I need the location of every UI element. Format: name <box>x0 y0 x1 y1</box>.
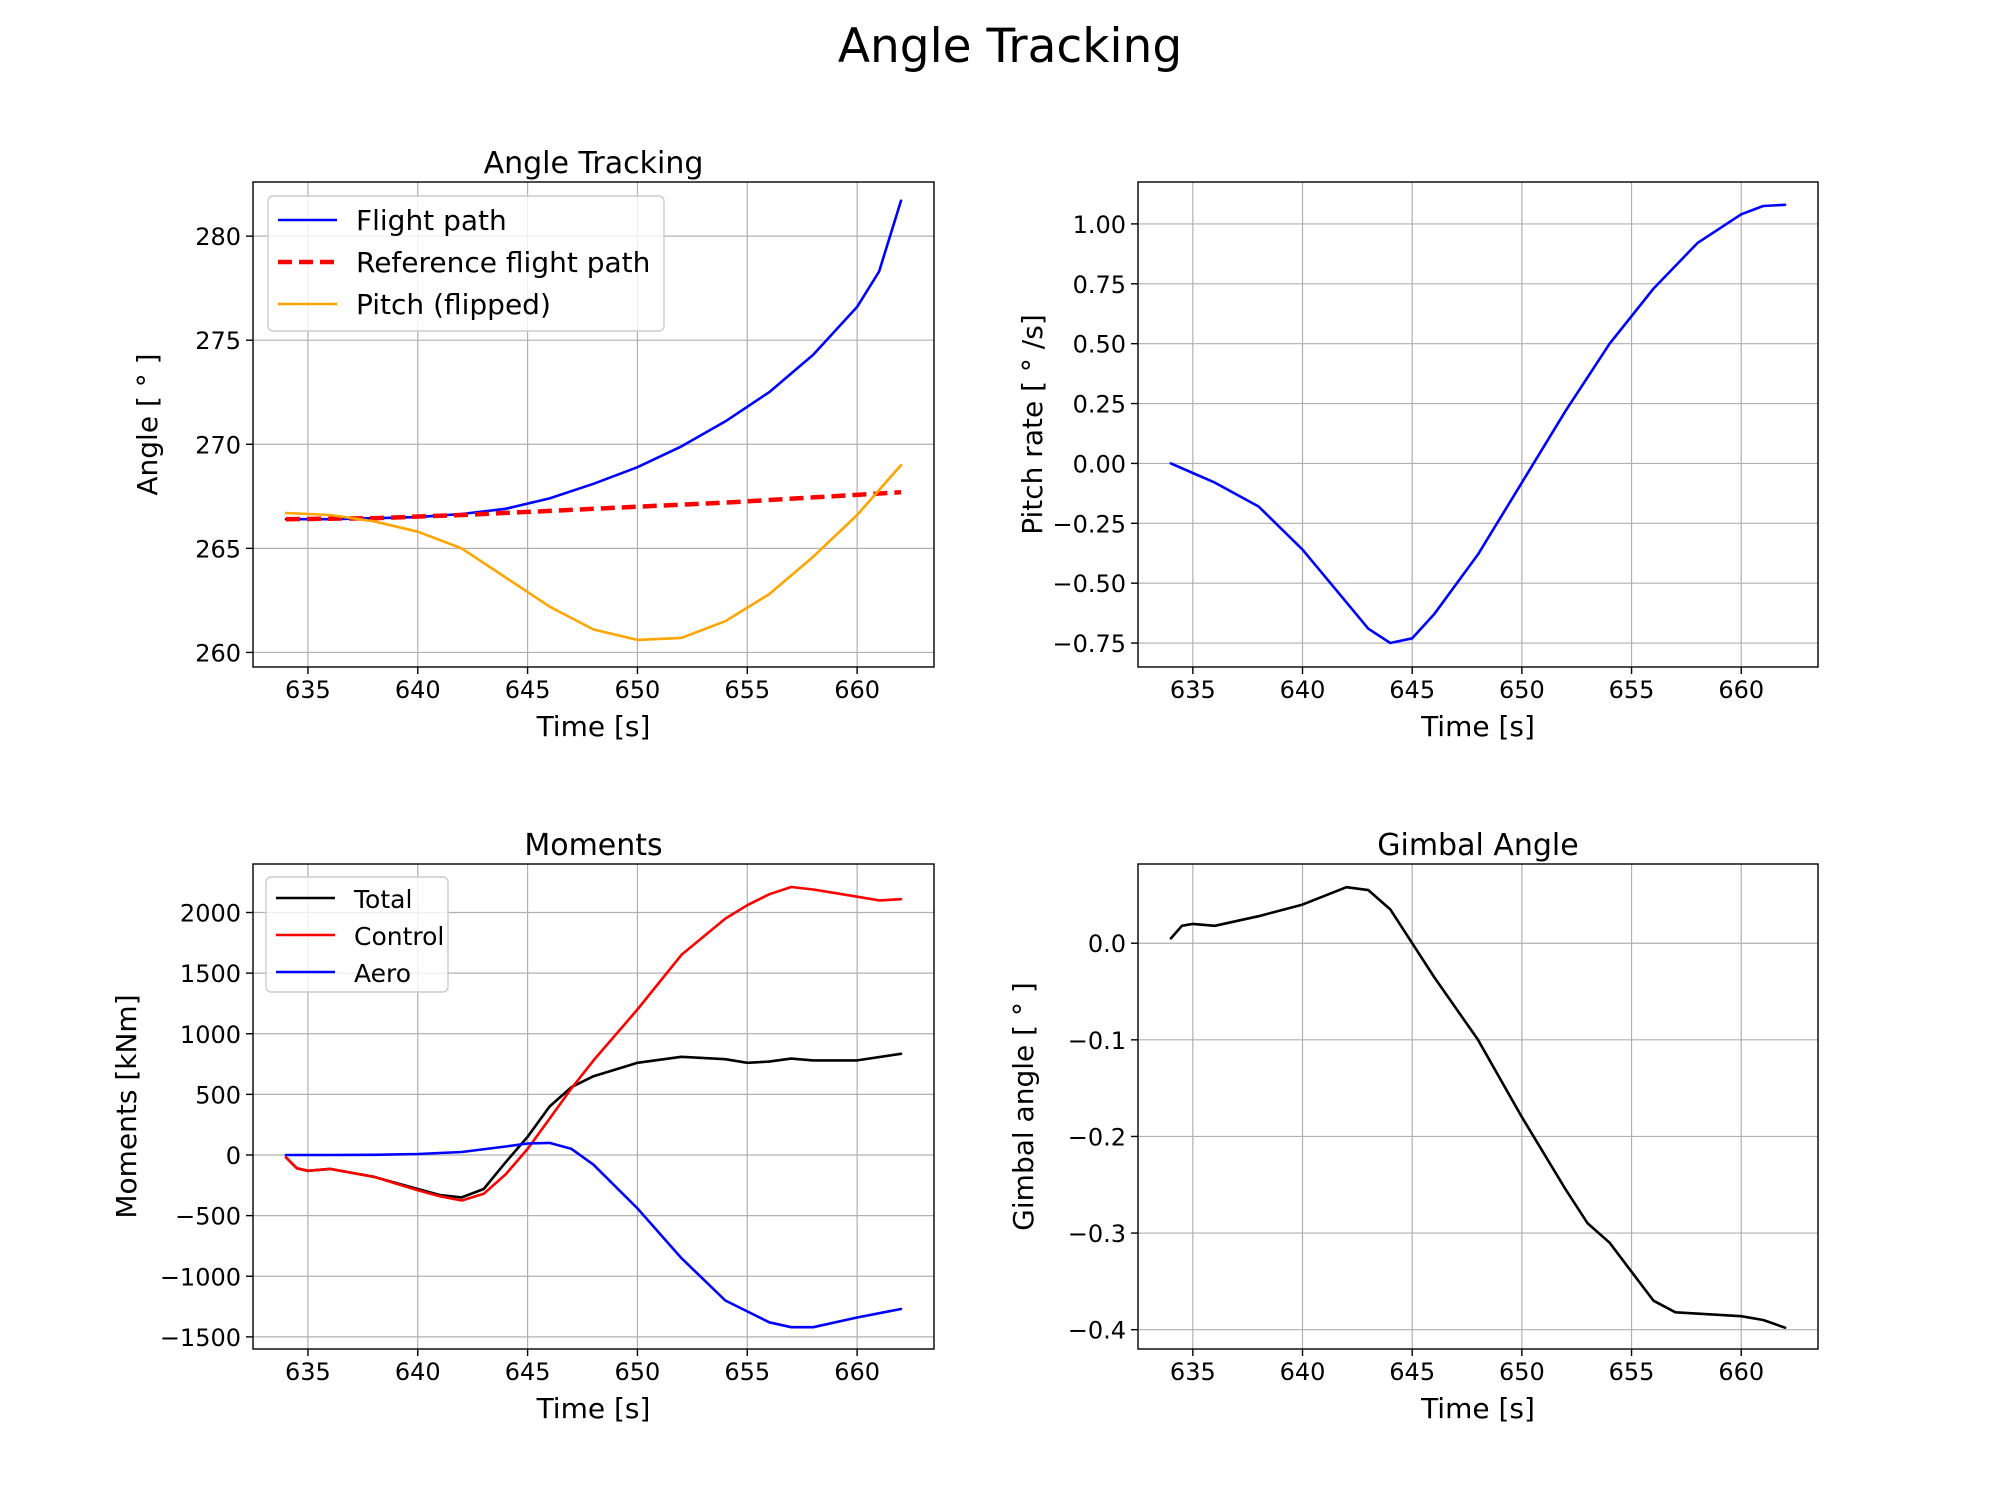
x-tick-label: 640 <box>1280 1358 1326 1386</box>
moments-panel: 635 640 645 650 655 660 2000 1500 1000 500 0 −500 −1… <box>110 828 935 1425</box>
axes-frame <box>1137 863 1819 1350</box>
legend: Flight path Reference flight path Pitch (f… <box>267 195 665 332</box>
x-axis-label: Time [s] <box>1420 1392 1535 1425</box>
series-line-reference-flight-path <box>285 489 902 522</box>
y-tick-label: 1500 <box>180 960 241 988</box>
axes-frame <box>252 181 935 668</box>
y-tick-label: 270 <box>195 431 241 459</box>
y-tick-label: 0.50 <box>1073 331 1126 359</box>
x-tick-label: 655 <box>724 676 770 704</box>
y-tick-label: −1500 <box>160 1324 241 1352</box>
y-tick-label: −0.4 <box>1068 1317 1126 1345</box>
x-tick-label: 635 <box>285 676 331 704</box>
y-tick-label: 275 <box>195 327 241 355</box>
legend-label: Pitch (flipped) <box>356 288 551 321</box>
figure-title: Angle Tracking <box>838 19 1182 74</box>
x-tick-label: 650 <box>1499 1358 1545 1386</box>
x-tick-label: 640 <box>395 1358 441 1386</box>
x-tick-label: 660 <box>834 676 880 704</box>
x-tick-label: 645 <box>505 1358 551 1386</box>
y-tick-label: −0.2 <box>1068 1123 1126 1151</box>
x-tick-label: 660 <box>1718 676 1764 704</box>
y-tick-label: 1000 <box>180 1021 241 1049</box>
series-line-0 <box>1169 885 1787 1329</box>
x-tick-label: 655 <box>1609 676 1655 704</box>
y-tick-label: 500 <box>195 1081 241 1109</box>
y-tick-label: 265 <box>195 535 241 563</box>
angle-tracking-panel: 635 640 645 650 655 660 260 265 270 275 280 Angle T… <box>131 146 935 743</box>
x-tick-label: 660 <box>1718 1358 1764 1386</box>
x-tick-label: 640 <box>395 676 441 704</box>
y-tick-label: 0.00 <box>1073 450 1126 478</box>
y-axis-label: Angle [ ° ] <box>131 353 164 495</box>
x-tick-label: 635 <box>1170 1358 1216 1386</box>
x-tick-label: 655 <box>1609 1358 1655 1386</box>
y-tick-label: 0.75 <box>1073 271 1126 299</box>
panel-title: Gimbal Angle <box>1377 828 1578 863</box>
x-axis-label: Time [s] <box>536 1392 651 1425</box>
y-tick-label: −1000 <box>160 1263 241 1291</box>
x-tick-label: 645 <box>505 676 551 704</box>
x-tick-label: 655 <box>724 1358 770 1386</box>
y-axis-label: Pitch rate [ ° /s] <box>1016 314 1049 535</box>
y-tick-label: −0.75 <box>1052 630 1126 658</box>
x-tick-label: 635 <box>1170 676 1216 704</box>
y-tick-label: −0.1 <box>1068 1027 1126 1055</box>
axes-frame <box>252 863 935 1350</box>
x-tick-label: 650 <box>1499 676 1545 704</box>
y-axis-label: Moments [kNm] <box>110 994 143 1218</box>
y-tick-label: −0.3 <box>1068 1220 1126 1248</box>
x-tick-label: 645 <box>1389 1358 1435 1386</box>
series-line-0 <box>1169 203 1787 645</box>
x-axis-label: Time [s] <box>1420 710 1535 743</box>
y-tick-label: 0.0 <box>1088 930 1126 958</box>
x-tick-label: 650 <box>615 676 661 704</box>
legend-label: Reference flight path <box>356 246 650 279</box>
y-tick-label: 260 <box>195 639 241 667</box>
legend-label: Control <box>354 922 444 951</box>
axes-frame <box>1137 181 1819 668</box>
y-tick-label: −0.50 <box>1052 570 1126 598</box>
y-tick-label: 1.00 <box>1073 211 1126 239</box>
series-line-pitch-flipped- <box>284 463 903 642</box>
y-tick-label: 0 <box>226 1142 241 1170</box>
legend-label: Total <box>353 885 412 914</box>
y-tick-label: 0.25 <box>1073 391 1126 419</box>
series-line-aero <box>284 1141 903 1329</box>
gimbal-angle-panel: 635 640 645 650 655 660 0.0 −0.1 −0.2 −0.3 −0.4 Gim… <box>1007 828 1819 1425</box>
y-tick-label: −0.25 <box>1052 510 1126 538</box>
series-line-control <box>284 885 903 1202</box>
legend-label: Flight path <box>356 204 507 237</box>
y-tick-label: 280 <box>195 223 241 251</box>
x-tick-label: 660 <box>834 1358 880 1386</box>
x-axis-label: Time [s] <box>536 710 651 743</box>
y-axis-label: Gimbal angle [ ° ] <box>1007 982 1040 1231</box>
x-tick-label: 645 <box>1389 676 1435 704</box>
legend-label: Aero <box>354 959 411 988</box>
panel-title: Angle Tracking <box>484 146 704 181</box>
pitch-rate-panel: 635 640 645 650 655 660 1.00 0.75 0.50 0.25 0.00 −0… <box>1016 181 1819 743</box>
legend: Total Control Aero <box>265 876 449 993</box>
series-line-total <box>284 1052 903 1199</box>
panel-title: Moments <box>524 828 662 863</box>
x-tick-label: 650 <box>615 1358 661 1386</box>
x-tick-label: 640 <box>1280 676 1326 704</box>
x-tick-label: 635 <box>285 1358 331 1386</box>
y-tick-label: 2000 <box>180 900 241 928</box>
y-tick-label: −500 <box>175 1203 241 1231</box>
